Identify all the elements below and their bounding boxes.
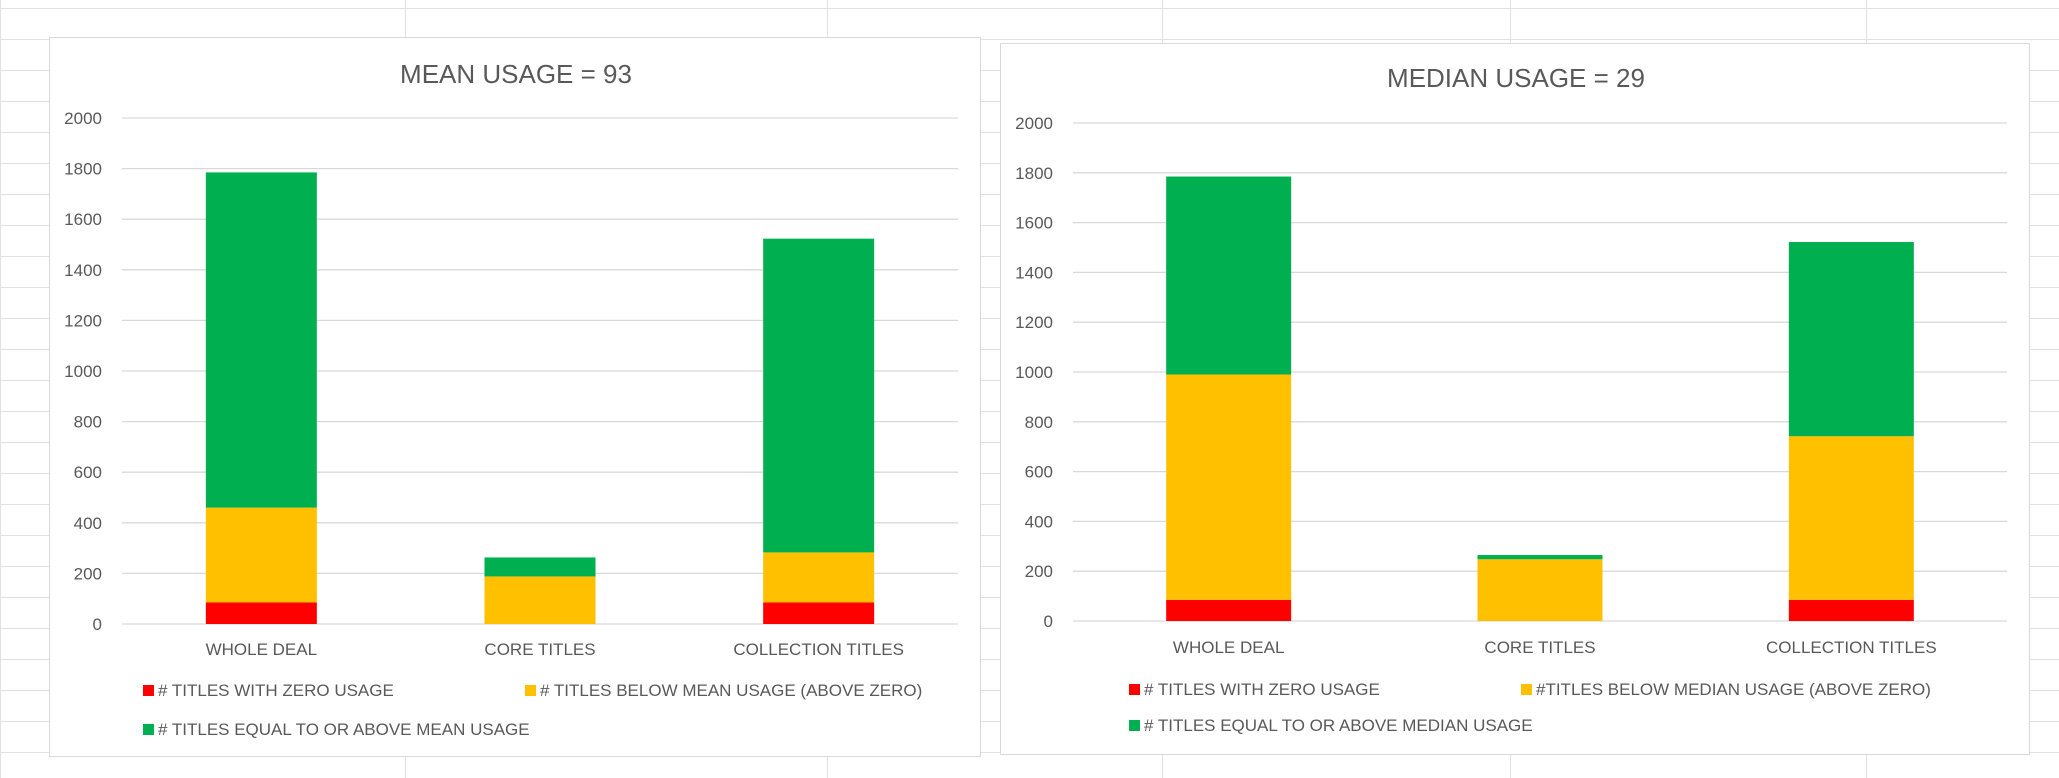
- y-tick-label: 1600: [64, 210, 102, 229]
- bar-segment[interactable]: [205, 172, 317, 508]
- legend-label[interactable]: # TITLES EQUAL TO OR ABOVE MEAN USAGE: [158, 720, 530, 739]
- y-tick-label: 0: [93, 615, 102, 634]
- legend-label[interactable]: # TITLES EQUAL TO OR ABOVE MEDIAN USAGE: [1144, 716, 1533, 735]
- y-tick-label: 1000: [1015, 363, 1053, 382]
- bar-segment[interactable]: [1477, 555, 1603, 560]
- bar-segment[interactable]: [763, 552, 875, 603]
- bar-segment[interactable]: [763, 602, 875, 624]
- bar-segment[interactable]: [1477, 559, 1603, 621]
- bar-segment[interactable]: [1788, 599, 1914, 621]
- y-tick-label: 400: [74, 514, 102, 533]
- y-tick-label: 2000: [64, 109, 102, 128]
- x-category-label: CORE TITLES: [1484, 638, 1595, 657]
- y-tick-label: 600: [1025, 463, 1053, 482]
- x-category-label: WHOLE DEAL: [1173, 638, 1284, 657]
- bar-segment[interactable]: [1166, 599, 1292, 621]
- legend-swatch: [1521, 684, 1532, 695]
- x-category-label: COLLECTION TITLES: [1766, 638, 1937, 657]
- y-tick-label: 400: [1025, 512, 1053, 531]
- y-tick-label: 1600: [1015, 214, 1053, 233]
- mean-usage-chart-svg: MEAN USAGE = 93 0 200 400 600 800 1000 1200 140…: [64, 59, 958, 739]
- y-tick-label: 200: [1025, 562, 1053, 581]
- median-usage-chart-svg: MEDIAN USAGE = 29 0 200 400 600 800 1000 1200 1…: [1015, 63, 2007, 735]
- legend-label[interactable]: # TITLES WITH ZERO USAGE: [158, 681, 394, 700]
- legend-label[interactable]: #TITLES BELOW MEDIAN USAGE (ABOVE ZERO): [1536, 680, 1931, 699]
- x-category-label: CORE TITLES: [484, 640, 595, 659]
- bar-segment[interactable]: [1166, 374, 1292, 600]
- x-category-label: WHOLE DEAL: [206, 640, 317, 659]
- y-tick-label: 600: [74, 463, 102, 482]
- bar-segment[interactable]: [1788, 436, 1914, 600]
- y-tick-label: 200: [74, 564, 102, 583]
- x-category-label: COLLECTION TITLES: [733, 640, 904, 659]
- y-tick-label: 0: [1044, 612, 1053, 631]
- y-tick-label: 800: [1025, 413, 1053, 432]
- legend-label[interactable]: # TITLES WITH ZERO USAGE: [1144, 680, 1380, 699]
- y-tick-label: 1400: [1015, 263, 1053, 282]
- bar-segment[interactable]: [1166, 176, 1292, 375]
- bar-segment[interactable]: [484, 557, 596, 577]
- legend-swatch: [143, 685, 154, 696]
- legend-label[interactable]: # TITLES BELOW MEAN USAGE (ABOVE ZERO): [540, 681, 922, 700]
- legend-swatch: [525, 685, 536, 696]
- y-tick-label: 1800: [1015, 164, 1053, 183]
- legend-swatch: [1129, 684, 1140, 695]
- median-usage-chart[interactable]: MEDIAN USAGE = 29 0 200 400 600 800 1000 1200 1…: [1000, 43, 2030, 755]
- y-tick-label: 1400: [64, 261, 102, 280]
- y-tick-label: 1800: [64, 160, 102, 179]
- legend-swatch: [1129, 720, 1140, 731]
- y-tick-label: 800: [74, 413, 102, 432]
- y-tick-label: 2000: [1015, 114, 1053, 133]
- bar-segment[interactable]: [484, 576, 596, 624]
- y-tick-label: 1000: [64, 362, 102, 381]
- chart-title: MEDIAN USAGE = 29: [1387, 63, 1645, 93]
- chart-title: MEAN USAGE = 93: [400, 59, 632, 89]
- mean-usage-chart[interactable]: MEAN USAGE = 93 0 200 400 600 800 1000 1200 140…: [49, 37, 981, 757]
- legend-swatch: [143, 724, 154, 735]
- bar-segment[interactable]: [205, 602, 317, 624]
- bar-segment[interactable]: [1788, 242, 1914, 437]
- bar-segment[interactable]: [763, 238, 875, 553]
- y-tick-label: 1200: [1015, 313, 1053, 332]
- bar-segment[interactable]: [205, 507, 317, 603]
- y-tick-label: 1200: [64, 311, 102, 330]
